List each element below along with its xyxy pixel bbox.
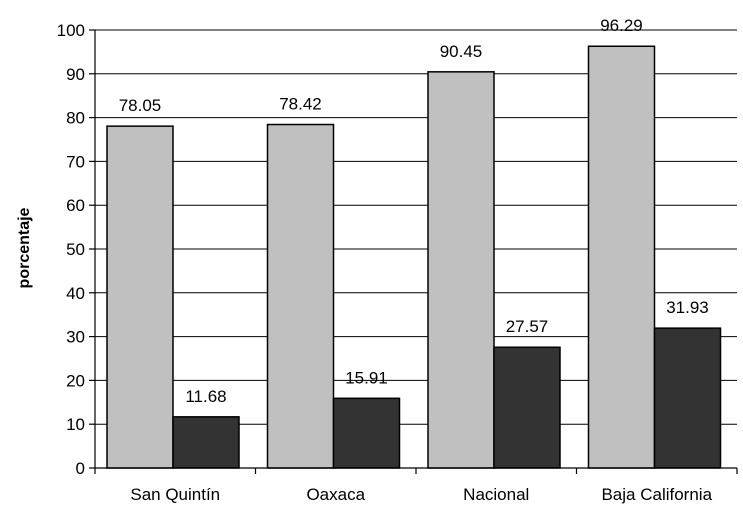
category-label: Oaxaca — [306, 485, 365, 504]
data-label: 78.05 — [119, 96, 162, 115]
bar-series-1-3 — [587, 45, 656, 469]
category-label: Baja California — [601, 485, 712, 504]
data-label: 96.29 — [600, 16, 643, 35]
y-tick-label: 10 — [66, 415, 85, 434]
y-tick-label: 70 — [66, 152, 85, 171]
y-tick-label: 20 — [66, 371, 85, 390]
y-tick-label: 100 — [57, 21, 85, 40]
y-tick-label: 90 — [66, 65, 85, 84]
axes — [89, 29, 738, 474]
y-tick-label: 50 — [66, 240, 85, 259]
bar-series-2-3 — [653, 327, 722, 469]
y-axis-title: porcentaje — [16, 207, 33, 288]
bar-series-2-1 — [332, 397, 401, 469]
data-label: 15.91 — [345, 368, 388, 387]
gridlines — [95, 29, 737, 425]
category-label: San Quintín — [130, 485, 220, 504]
data-label: 11.68 — [185, 387, 226, 406]
y-tick-label: 0 — [76, 459, 85, 478]
data-label: 90.45 — [440, 42, 483, 61]
bar-series-1-0 — [106, 125, 174, 469]
y-tick-label: 60 — [66, 196, 85, 215]
data-label: 31.93 — [666, 298, 709, 317]
data-label: 27.57 — [506, 317, 549, 336]
labels: 0 10 20 30 40 50 60 70 80 90 100 78.05 78.42 90.45 96.… — [57, 16, 713, 504]
y-tick-label: 40 — [66, 284, 85, 303]
bar-series-1-1 — [266, 123, 335, 469]
data-label: 78.42 — [279, 95, 322, 114]
bar-series-1-2 — [427, 71, 495, 469]
bar-series-2-2 — [493, 346, 561, 469]
category-label: Nacional — [463, 485, 529, 504]
y-tick-label: 80 — [66, 109, 85, 128]
bar-series-2-0 — [172, 416, 240, 469]
y-tick-label: 30 — [66, 328, 85, 347]
